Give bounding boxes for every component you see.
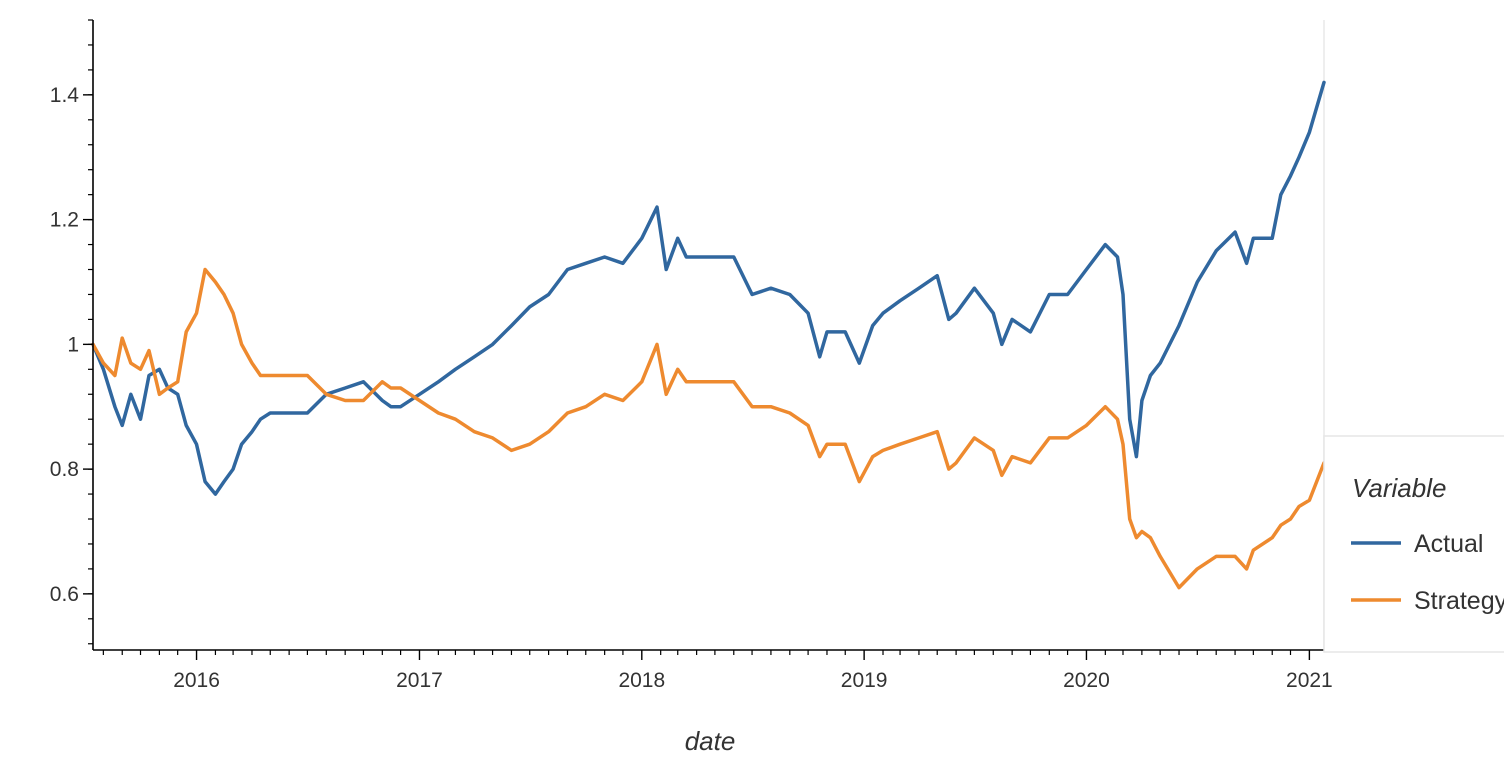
x-tick-label: 2018 [618, 669, 665, 692]
legend-title: Variable [1352, 473, 1446, 503]
x-tick-label: 2017 [396, 669, 443, 692]
legend-label-actual: Actual [1414, 530, 1483, 558]
legend: Variable Actual Strategy [1323, 435, 1504, 653]
axes-layer: 0.6 0.8 1 1.2 1.4 2016 2017 2018 2019 2020 2021 [50, 19, 1333, 692]
legend-label-strategy: Strategy [1414, 587, 1504, 615]
x-tick-label: 2016 [173, 669, 220, 692]
series-line-strategy [91, 267, 1326, 590]
y-tick-label: 0.8 [50, 458, 79, 481]
series-layer [91, 80, 1326, 590]
x-tick-label: 2019 [841, 669, 888, 692]
y-tick-label: 1.4 [50, 84, 80, 107]
y-tick-label: 1 [67, 333, 79, 356]
x-axis-title: date [685, 726, 736, 756]
x-tick-label: 2020 [1063, 669, 1110, 692]
x-tick-label: 2021 [1286, 669, 1333, 692]
y-tick-label: 1.2 [50, 209, 79, 232]
y-tick-label: 0.6 [50, 583, 79, 606]
series-line-actual [91, 80, 1326, 496]
plot-area [93, 20, 1324, 650]
